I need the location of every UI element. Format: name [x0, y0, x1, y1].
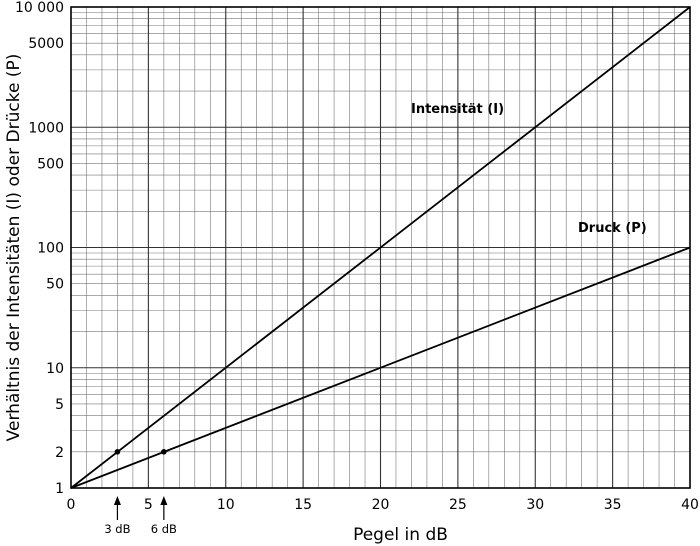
x-tick-label: 25 [449, 497, 467, 513]
db-markers: 3 dB 6 dB [104, 496, 177, 536]
series-line-pressure [70, 246, 691, 489]
y-tick-label: 1 [55, 481, 64, 497]
x-tick-label: 10 [217, 497, 235, 513]
x-axis-title: Pegel in dB [353, 525, 448, 545]
x-tick-label: 15 [294, 497, 312, 513]
x-tick-label: 35 [604, 497, 622, 513]
y-tick-label: 500 [37, 156, 64, 172]
y-tick-label: 5000 [28, 36, 64, 52]
marker-label: 3 dB [104, 522, 130, 536]
y-tick-label: 1000 [28, 120, 64, 136]
y-axis-title: Verhältnis der Intensitäten (I) oder Drü… [4, 54, 24, 442]
x-tick-label: 5 [144, 497, 153, 513]
x-tick-label: 30 [526, 497, 544, 513]
data-point [114, 449, 121, 455]
series-lines [70, 6, 691, 489]
plot-frame [70, 6, 691, 489]
tick-labels: 0 5 10 15 20 25 30 35 4012510501005001000500010 … [15, 0, 699, 513]
series-label-intensity: Intensität (I) [411, 102, 504, 117]
y-tick-label: 5 [55, 397, 64, 413]
y-tick-label: 2 [55, 445, 64, 461]
x-tick-label: 0 [67, 497, 76, 513]
x-tick-label: 40 [681, 497, 699, 513]
series-line-intensity [70, 6, 691, 489]
series-label-pressure: Druck (P) [578, 221, 647, 236]
x-tick-label: 20 [372, 497, 390, 513]
marker-label: 6 dB [151, 522, 177, 536]
y-tick-label: 10 [46, 361, 64, 377]
data-point [161, 449, 167, 455]
y-tick-label: 10 000 [15, 0, 64, 16]
y-tick-label: 100 [37, 241, 64, 257]
y-tick-label: 50 [46, 277, 64, 293]
marker-arrow-head [160, 496, 168, 505]
data-points [114, 449, 167, 455]
series-labels: Intensität (I) Druck (P) [411, 102, 647, 236]
marker-arrow-head [113, 496, 121, 505]
